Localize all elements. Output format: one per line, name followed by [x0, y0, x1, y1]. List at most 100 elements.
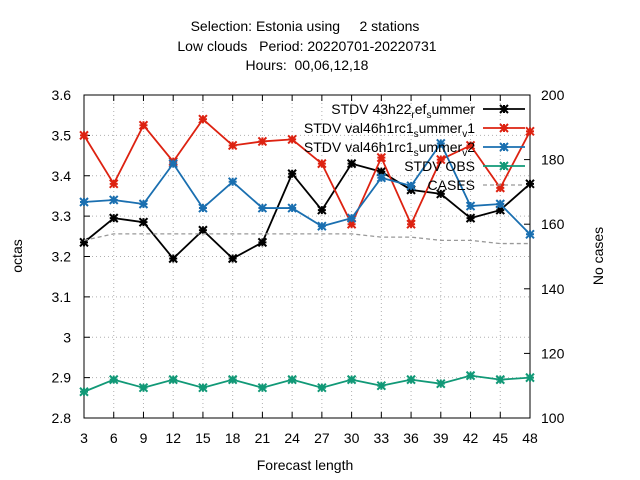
data-point	[138, 217, 149, 227]
y2-tick-label: 140	[541, 281, 565, 297]
x-tick-label: 18	[225, 430, 241, 446]
series-3	[79, 138, 535, 240]
x-tick-label: 3	[80, 430, 88, 446]
data-point	[317, 221, 327, 231]
data-point	[227, 374, 238, 385]
legend-label: STDV OBS	[404, 158, 475, 174]
data-point	[109, 179, 119, 189]
data-point	[287, 169, 297, 179]
data-point	[227, 253, 238, 264]
data-point	[406, 374, 416, 385]
series-line	[83, 141, 531, 235]
y-tick-label: 3.6	[52, 87, 72, 103]
data-point	[317, 158, 327, 169]
legend-entry-4: STDV OBS	[404, 158, 525, 174]
data-point	[465, 201, 476, 211]
data-point	[287, 374, 297, 385]
data-point	[406, 219, 416, 229]
data-point	[317, 205, 327, 215]
y-tick-label: 3	[63, 329, 71, 345]
data-point	[465, 213, 476, 223]
data-point	[257, 203, 268, 213]
data-point	[109, 195, 119, 205]
data-point	[198, 225, 208, 235]
series-group	[79, 114, 535, 397]
data-point	[346, 219, 357, 229]
data-point	[109, 374, 119, 385]
x-tick-label: 6	[110, 430, 118, 446]
data-point	[465, 370, 476, 381]
series-line	[83, 117, 531, 227]
series-line	[83, 233, 530, 245]
y2-tick-label: 100	[541, 410, 565, 426]
y2-tick-label: 160	[541, 216, 565, 232]
data-point	[79, 130, 89, 141]
data-point	[79, 237, 89, 248]
data-point	[257, 136, 268, 147]
x-tick-label: 33	[374, 430, 390, 446]
data-point	[287, 203, 297, 213]
data-point	[138, 120, 149, 130]
series-line	[83, 162, 531, 260]
data-point	[436, 189, 446, 199]
y2-axis-label: No cases	[590, 227, 606, 285]
x-tick-label: 9	[140, 430, 148, 446]
data-point	[495, 199, 505, 209]
data-point	[406, 181, 416, 191]
y-axis-label: octas	[9, 239, 25, 272]
data-point	[495, 374, 505, 385]
y-axis-ticks: 2.8 2.9 3 3.1 3.2 3.3 3.4 3.5 3.6	[52, 87, 90, 426]
y2-tick-label: 180	[541, 152, 565, 168]
data-point	[109, 213, 119, 223]
y-tick-label: 3.3	[52, 208, 72, 224]
data-point	[376, 167, 387, 177]
data-point	[436, 378, 446, 389]
data-point	[346, 213, 357, 223]
legend-label: STDV val46h1rc1summerv2	[304, 139, 475, 159]
y-tick-label: 3.2	[52, 249, 72, 265]
series-line	[83, 374, 531, 393]
legend-marker	[499, 123, 509, 133]
data-point	[406, 185, 416, 195]
data-point	[346, 158, 357, 169]
x-tick-label: 27	[314, 430, 330, 446]
data-point	[198, 203, 208, 213]
data-point	[257, 383, 268, 393]
y-tick-label: 3.1	[52, 289, 72, 305]
y-tick-label: 3.4	[52, 168, 72, 184]
x-axis-ticks: 3 6 9 12 15 18 21 24 27 30 33 36 39 42 45 48	[80, 95, 538, 446]
data-point	[257, 237, 268, 248]
data-point	[495, 183, 505, 193]
x-tick-label: 42	[463, 430, 479, 446]
legend-entry-2: STDV val46h1rc1summerv1	[304, 120, 525, 140]
legend-label: STDV val46h1rc1summerv1	[304, 120, 475, 140]
data-point	[525, 229, 535, 240]
data-point	[346, 374, 357, 385]
data-point	[525, 372, 535, 383]
title-line-1: Selection: Estonia using 2 stations	[191, 18, 420, 34]
y-tick-label: 2.8	[52, 410, 72, 426]
data-point	[525, 126, 535, 137]
data-point	[376, 380, 387, 391]
data-point	[79, 387, 89, 397]
x-tick-label: 12	[165, 430, 181, 446]
y2-tick-label: 120	[541, 345, 565, 361]
data-point	[376, 173, 387, 183]
x-tick-label: 45	[492, 430, 508, 446]
data-point	[436, 138, 446, 149]
data-point	[79, 197, 89, 207]
legend-label: CASES	[428, 177, 475, 193]
legend-marker	[499, 161, 509, 171]
series-1	[79, 158, 535, 264]
legend-entry-3: STDV val46h1rc1summerv2	[304, 139, 525, 159]
data-point	[198, 114, 208, 124]
legend-entry-1: STDV 43h22refsummer	[331, 101, 525, 121]
data-point	[168, 253, 178, 264]
data-point	[495, 205, 505, 215]
data-point	[227, 177, 238, 187]
title-line-3: Hours: 00,06,12,18	[246, 57, 369, 73]
x-tick-label: 24	[284, 430, 300, 446]
data-point	[525, 179, 535, 189]
x-tick-label: 48	[522, 430, 538, 446]
